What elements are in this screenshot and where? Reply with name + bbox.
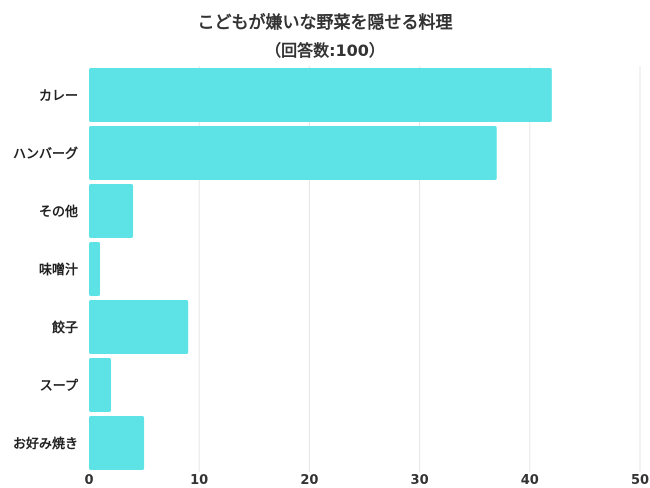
bar-7	[89, 416, 145, 470]
category-label: 味噌汁	[39, 262, 78, 278]
category-label: カレー	[39, 89, 78, 104]
bar-4	[89, 242, 101, 296]
bars	[89, 68, 552, 470]
category-label: ハンバーグ	[13, 146, 78, 162]
x-tick-label: 20	[300, 473, 318, 488]
x-tick-label: 40	[521, 473, 539, 488]
category-label: その他	[39, 204, 78, 220]
chart-subtitle: （回答数:100）	[265, 41, 385, 60]
chart-title: こどもが嫌いな野菜を隠せる料理	[198, 12, 453, 33]
x-tick-label: 30	[411, 473, 429, 488]
x-tick-labels: 0 10 20 30 40 50	[84, 473, 649, 488]
bar-2	[89, 126, 497, 180]
x-tick-label: 0	[84, 473, 93, 488]
x-tick-label: 50	[631, 473, 649, 488]
bar-5	[89, 300, 189, 354]
category-label: 餃子	[52, 320, 78, 336]
bar-6	[89, 358, 112, 412]
bar-1	[89, 68, 552, 122]
x-tick-label: 10	[190, 473, 208, 488]
bar-3	[89, 184, 134, 238]
category-label: お好み焼き	[13, 436, 78, 452]
category-label: スープ	[40, 379, 79, 394]
